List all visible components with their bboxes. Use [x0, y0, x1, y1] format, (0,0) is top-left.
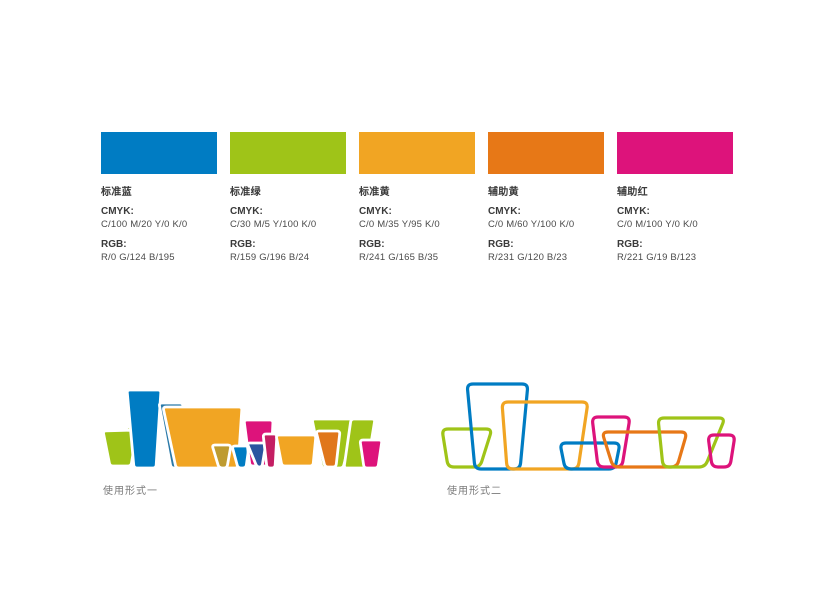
cmyk-label: CMYK:	[359, 206, 392, 217]
cup-shape-blue	[125, 388, 163, 470]
cmyk-label: CMYK:	[617, 206, 650, 217]
usage-form-2-artwork	[441, 382, 736, 471]
cup-shape-pink	[707, 433, 736, 469]
cmyk-value: C/0 M/35 Y/95 K/0	[359, 219, 440, 230]
color-chip-yellow	[359, 132, 475, 174]
rgb-value: R/159 G/196 B/24	[230, 252, 310, 263]
color-swatch-standard-blue: 标准蓝 CMYK: C/100 M/20 Y/0 K/0 RGB: R/0 G/…	[101, 132, 217, 264]
usage-form-1-label: 使用形式一	[103, 486, 158, 497]
cup-shape-green	[656, 416, 725, 469]
cup-shape-green	[441, 427, 493, 469]
cup-shape-pink	[591, 415, 631, 469]
rgb-value: R/231 G/120 B/23	[488, 252, 568, 263]
cmyk-label: CMYK:	[230, 206, 263, 217]
color-name: 标准黄	[359, 187, 390, 198]
rgb-label: RGB:	[359, 239, 385, 250]
color-name: 辅助红	[617, 187, 648, 198]
cmyk-value: C/30 M/5 Y/100 K/0	[230, 219, 317, 230]
rgb-label: RGB:	[488, 239, 514, 250]
cup-shape-crimson	[261, 432, 279, 470]
cup-shape-green	[102, 428, 138, 468]
cup-shape-blue	[559, 441, 621, 471]
rgb-value: R/0 G/124 B/195	[101, 252, 175, 263]
rgb-label: RGB:	[230, 239, 256, 250]
color-swatch-aux-yellow: 辅助黄 CMYK: C/0 M/60 Y/100 K/0 RGB: R/231 …	[488, 132, 604, 264]
cup-shape-orange	[601, 430, 688, 469]
rgb-value: R/221 G/19 B/123	[617, 252, 697, 263]
color-name: 标准蓝	[101, 187, 132, 198]
cup-shape-blue	[465, 382, 530, 471]
cup-shape-yellow	[162, 405, 244, 470]
usage-form-1-artwork	[102, 388, 384, 470]
cmyk-label: CMYK:	[488, 206, 521, 217]
rgb-label: RGB:	[101, 239, 127, 250]
usage-form-2-label: 使用形式二	[447, 486, 502, 497]
cmyk-value: C/100 M/20 Y/0 K/0	[101, 219, 188, 230]
color-chip-blue	[101, 132, 217, 174]
cmyk-value: C/0 M/60 Y/100 K/0	[488, 219, 575, 230]
color-name: 辅助黄	[488, 187, 519, 198]
color-swatch-standard-yellow: 标准黄 CMYK: C/0 M/35 Y/95 K/0 RGB: R/241 G…	[359, 132, 475, 264]
rgb-value: R/241 G/165 B/35	[359, 252, 439, 263]
cup-shape-dark_orange	[315, 429, 342, 469]
cup-shape-navy	[246, 441, 267, 469]
cmyk-label: CMYK:	[101, 206, 134, 217]
cup-shape-yellow	[500, 400, 589, 471]
color-chip-aux-red	[617, 132, 733, 174]
color-swatch-standard-green: 标准绿 CMYK: C/30 M/5 Y/100 K/0 RGB: R/159 …	[230, 132, 346, 264]
color-swatch-aux-red: 辅助红 CMYK: C/0 M/100 Y/0 K/0 RGB: R/221 G…	[617, 132, 733, 264]
rgb-label: RGB:	[617, 239, 643, 250]
color-name: 标准绿	[230, 187, 261, 198]
color-chip-aux-yellow	[488, 132, 604, 174]
cmyk-value: C/0 M/100 Y/0 K/0	[617, 219, 698, 230]
cup-shape-olive	[211, 443, 232, 470]
cup-shape-pink	[358, 438, 384, 470]
cup-shape-yellow	[275, 433, 318, 468]
cup-shape-blue	[231, 444, 251, 470]
color-chip-green	[230, 132, 346, 174]
